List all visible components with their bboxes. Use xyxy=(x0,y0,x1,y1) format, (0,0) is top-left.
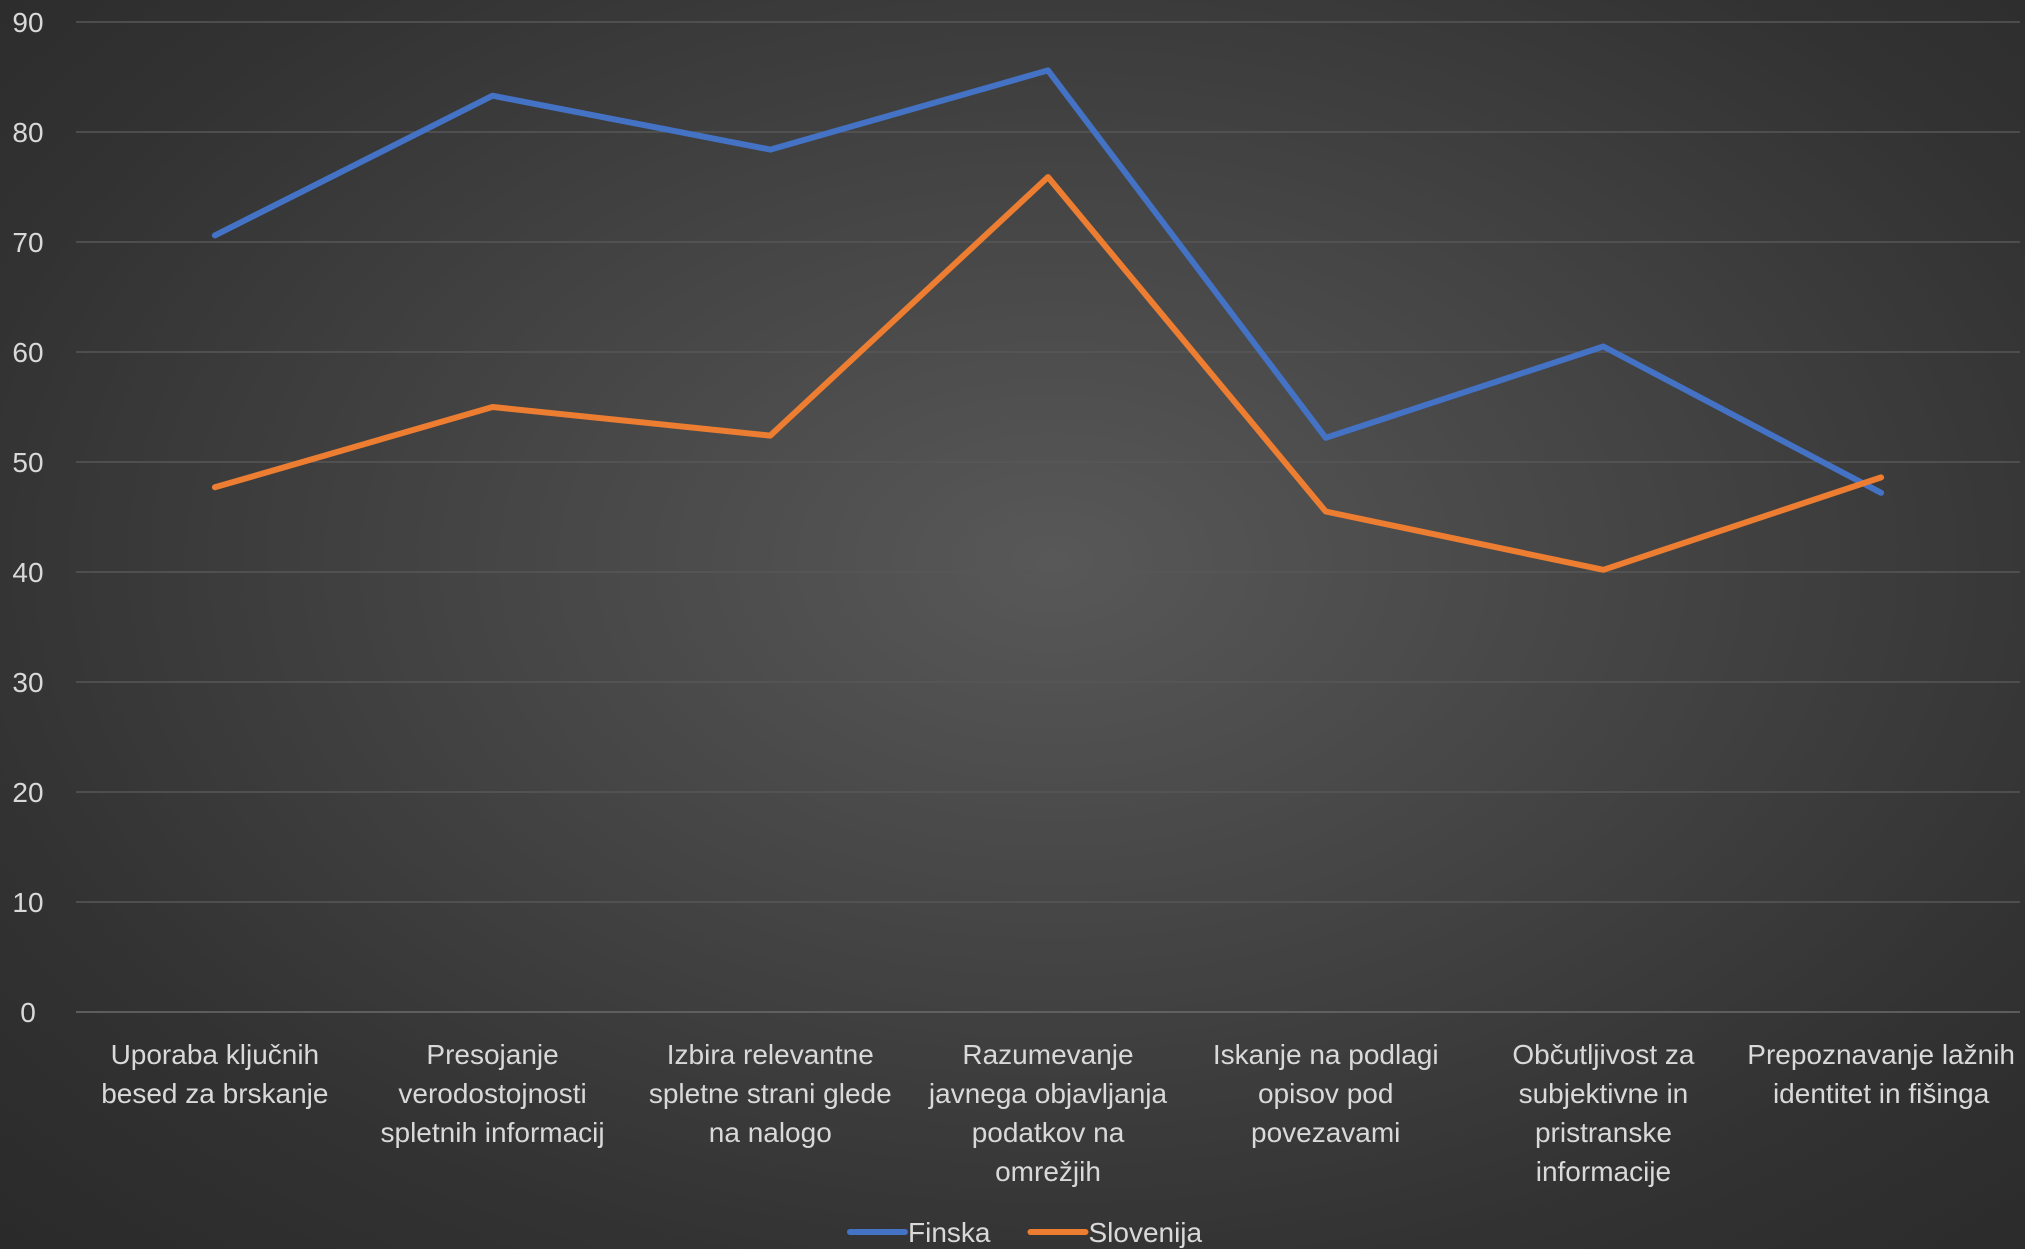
x-category-label: Izbira relevantne spletne strani glede na … xyxy=(649,1039,892,1148)
x-category-label: Presojanje verodostojnosti spletnih inform… xyxy=(381,1039,605,1148)
y-tick-label: 0 xyxy=(20,997,36,1028)
x-category-label: Uporaba ključnih besed za brskanje xyxy=(101,1039,328,1109)
x-category-label: Iskanje na podlagi opisov pod povezavami xyxy=(1213,1039,1439,1148)
y-tick-label: 80 xyxy=(12,117,43,148)
legend-label: Finska xyxy=(908,1217,991,1248)
y-tick-label: 70 xyxy=(12,227,43,258)
y-axis-ticks: 0 10 20 30 40 50 60 70 80 90 xyxy=(12,7,43,1028)
y-tick-label: 10 xyxy=(12,887,43,918)
x-axis-categories: Uporaba ključnih besed za brskanje Presoja… xyxy=(101,1039,2015,1187)
series-lines xyxy=(211,67,1885,573)
y-tick-label: 50 xyxy=(12,447,43,478)
legend-label: Slovenija xyxy=(1088,1217,1202,1248)
legend: Finska Slovenija xyxy=(847,1217,1203,1248)
series-line-finska xyxy=(211,67,1885,496)
gridlines xyxy=(76,21,2020,1013)
y-tick-label: 30 xyxy=(12,667,43,698)
x-category-label: Razumevanje javnega objavljanja podatkov n… xyxy=(928,1039,1168,1187)
y-tick-label: 40 xyxy=(12,557,43,588)
y-tick-label: 90 xyxy=(12,7,43,38)
y-tick-label: 20 xyxy=(12,777,43,808)
x-category-label: Prepoznavanje lažnih identitet in fišinga xyxy=(1747,1039,2015,1109)
y-tick-label: 60 xyxy=(12,337,43,368)
x-category-label: Občutljivost za subjektivne in pristranske… xyxy=(1512,1039,1694,1187)
series-line-slovenija xyxy=(211,174,1885,573)
